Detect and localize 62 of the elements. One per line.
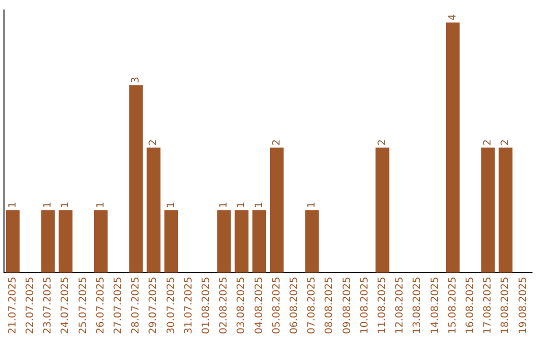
bar [94, 210, 108, 273]
bar [481, 148, 495, 273]
x-tick-label: 27.07.2025 [112, 276, 124, 334]
data-label: 2 [271, 139, 282, 146]
data-label: 2 [148, 139, 160, 146]
bar [129, 85, 143, 273]
x-tick-label: 01.08.2025 [200, 276, 212, 334]
data-label: 3 [130, 76, 142, 84]
x-tick-label: 06.08.2025 [288, 276, 300, 334]
x-tick-label: 25.07.2025 [78, 276, 89, 334]
bar [270, 148, 284, 273]
x-tick-label: 23.07.2025 [42, 276, 54, 334]
bar [146, 148, 160, 273]
data-label: 2 [376, 139, 388, 146]
x-tick-label: 08.08.2025 [324, 276, 336, 334]
x-tick-label: 26.07.2025 [95, 276, 106, 334]
x-tick-label: 09.08.2025 [342, 276, 353, 334]
data-label: 1 [166, 202, 177, 208]
bar [6, 210, 20, 273]
data-label: 1 [7, 202, 18, 208]
data-label: 1 [306, 202, 318, 208]
x-tick-label: 04.08.2025 [254, 276, 265, 334]
data-label: 1 [95, 202, 106, 208]
x-tick-label: 19.08.2025 [518, 276, 529, 334]
bar [58, 210, 72, 273]
x-tick-label: 13.08.2025 [412, 276, 424, 334]
x-tick-label: 15.08.2025 [447, 276, 458, 334]
x-tick-label: 31.07.2025 [183, 276, 194, 334]
x-tick-label: 14.08.2025 [430, 276, 441, 334]
data-label: 2 [482, 139, 494, 146]
x-tick-label: 10.08.2025 [359, 276, 370, 334]
x-tick-label: 18.08.2025 [500, 276, 512, 334]
x-tick-label: 22.07.2025 [24, 276, 36, 334]
data-label: 1 [42, 202, 54, 208]
bar [41, 210, 55, 273]
data-label: 1 [236, 202, 248, 208]
x-tick-label: 28.07.2025 [130, 276, 142, 334]
x-tick-label: 12.08.2025 [394, 276, 406, 334]
x-tick-label: 07.08.2025 [306, 276, 318, 334]
x-tick-label: 21.07.2025 [7, 276, 18, 334]
bar [164, 210, 178, 273]
data-label: 1 [254, 202, 265, 208]
bar [252, 210, 266, 273]
bar [217, 210, 231, 273]
x-tick-label: 11.08.2025 [376, 276, 388, 334]
x-tick-label: 30.07.2025 [166, 276, 177, 334]
bar [305, 210, 319, 273]
bar [234, 210, 248, 273]
x-tick-label: 17.08.2025 [482, 276, 494, 334]
x-tick-label: 02.08.2025 [218, 276, 230, 334]
x-tick-label: 24.07.2025 [60, 276, 72, 334]
x-tick-label: 05.08.2025 [271, 276, 282, 334]
data-label: 4 [447, 14, 458, 21]
x-tick-label: 03.08.2025 [236, 276, 248, 334]
x-tick-label: 16.08.2025 [464, 276, 476, 334]
bar [446, 22, 460, 273]
bar [498, 148, 512, 273]
data-label: 1 [60, 202, 72, 208]
x-tick-label: 29.07.2025 [148, 276, 160, 334]
bar [376, 148, 390, 273]
data-label: 2 [500, 139, 512, 146]
data-label: 1 [218, 202, 230, 208]
